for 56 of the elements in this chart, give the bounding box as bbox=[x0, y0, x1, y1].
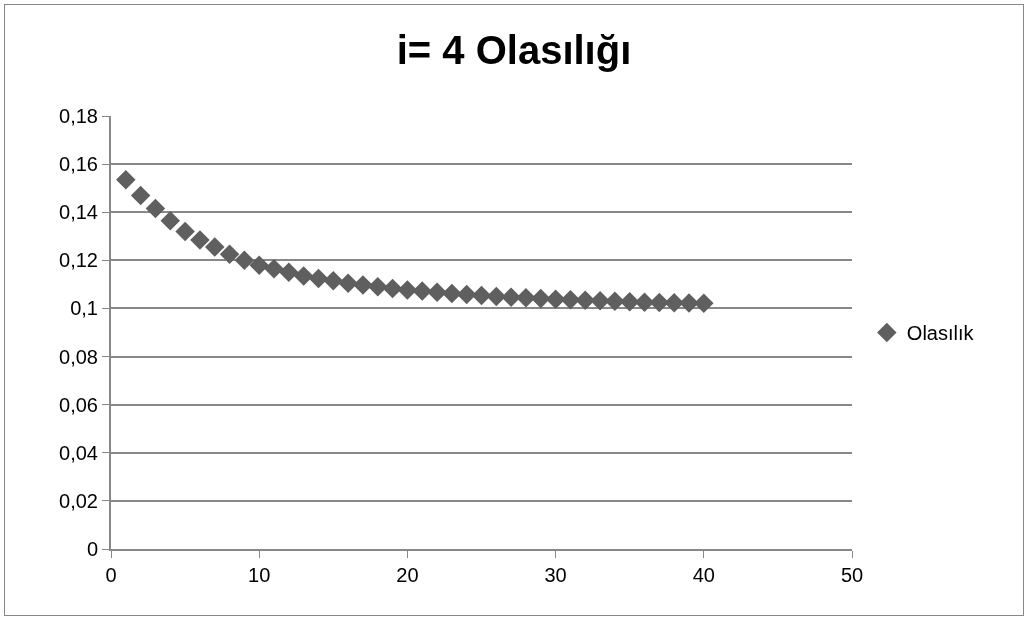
y-tick-label: 0,1 bbox=[70, 297, 98, 320]
y-tick-label: 0,14 bbox=[59, 201, 98, 224]
point bbox=[590, 291, 610, 311]
point bbox=[308, 268, 329, 289]
point bbox=[145, 198, 166, 219]
point bbox=[130, 185, 151, 206]
point bbox=[204, 237, 225, 257]
x-tick-label: 40 bbox=[692, 564, 715, 586]
point bbox=[293, 266, 314, 286]
x-tick-label: 20 bbox=[396, 564, 419, 586]
point bbox=[456, 284, 477, 305]
y-tick-label: 0,04 bbox=[59, 441, 98, 464]
y-tick-label: 0,12 bbox=[59, 249, 98, 272]
y-tick-label: 0,08 bbox=[59, 345, 98, 368]
y-tick-label: 0,02 bbox=[59, 489, 98, 512]
point bbox=[471, 285, 492, 306]
x-tick-label: 30 bbox=[544, 564, 567, 586]
point bbox=[501, 287, 521, 307]
point bbox=[545, 289, 566, 310]
point bbox=[442, 283, 462, 304]
point bbox=[649, 292, 670, 313]
point bbox=[486, 286, 507, 307]
point bbox=[634, 292, 655, 312]
point bbox=[531, 288, 551, 309]
point bbox=[249, 255, 269, 275]
point bbox=[116, 170, 136, 190]
point bbox=[264, 259, 284, 279]
y-tick-label: 0,18 bbox=[59, 105, 98, 127]
point bbox=[619, 291, 640, 312]
point bbox=[575, 290, 595, 311]
point bbox=[279, 262, 299, 283]
x-tick-label: 0 bbox=[105, 564, 117, 586]
point bbox=[605, 291, 625, 311]
legend-label: Olasılık bbox=[906, 322, 975, 345]
point bbox=[412, 281, 432, 301]
point bbox=[353, 275, 373, 295]
point bbox=[694, 293, 714, 313]
chart-title: i= 4 Olasılığı bbox=[396, 28, 632, 73]
x-tick-label: 10 bbox=[248, 564, 271, 586]
point bbox=[427, 282, 447, 303]
point bbox=[368, 277, 388, 297]
point bbox=[382, 278, 403, 299]
point bbox=[175, 221, 195, 242]
y-tick-label: 0,16 bbox=[59, 153, 98, 176]
y-tick-label: 0,06 bbox=[59, 393, 98, 416]
y-tick-label: 0 bbox=[86, 538, 98, 560]
point bbox=[190, 230, 210, 250]
point bbox=[560, 290, 581, 310]
point bbox=[160, 210, 181, 231]
point bbox=[219, 244, 240, 265]
x-tick-label: 50 bbox=[840, 564, 864, 586]
point bbox=[234, 250, 255, 271]
point bbox=[397, 280, 418, 300]
point bbox=[664, 292, 684, 313]
point bbox=[338, 273, 358, 293]
point bbox=[323, 271, 344, 291]
